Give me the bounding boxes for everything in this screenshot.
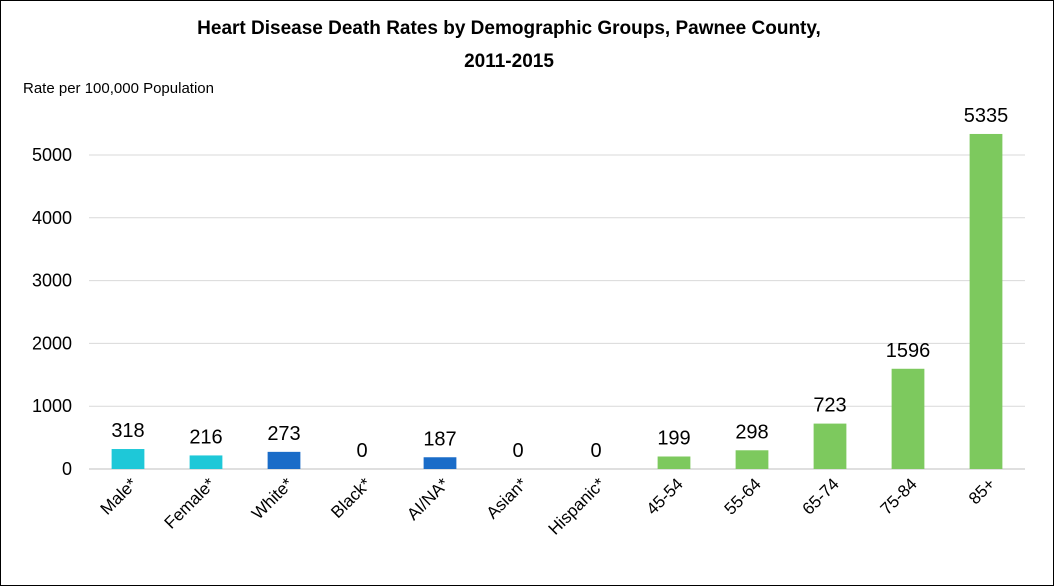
y-tick-label: 1000: [32, 396, 72, 416]
y-tick-labels: 0 1000 2000 3000 4000 5000: [32, 145, 72, 479]
y-tick-label: 2000: [32, 333, 72, 353]
bar: [111, 449, 145, 469]
category-label: AI/NA*: [403, 474, 453, 524]
y-tick-label: 4000: [32, 208, 72, 228]
category-label: 75-84: [877, 474, 921, 518]
bars: [111, 133, 1003, 469]
category-label: Black*: [327, 474, 375, 522]
bar: [189, 455, 223, 469]
data-label: 298: [735, 421, 768, 443]
y-tick-label: 3000: [32, 271, 72, 291]
category-label: Female*: [161, 474, 219, 532]
bar: [657, 456, 691, 469]
bar: [969, 133, 1003, 469]
category-label: Male*: [97, 474, 141, 518]
bar: [267, 451, 301, 469]
chart-title-line-2: 2011-2015: [464, 51, 554, 72]
data-labels: 318 216 273 0 187 0 0 199 298 723 1596 5335: [111, 105, 1008, 462]
data-label: 5335: [964, 105, 1009, 127]
bar: [891, 368, 925, 469]
y-axis-label: Rate per 100,000 Population: [23, 80, 214, 97]
category-label: 45-54: [643, 474, 687, 518]
bar: [813, 423, 847, 469]
category-label: 85+: [965, 474, 999, 508]
data-label: 723: [813, 395, 846, 417]
bar: [423, 457, 457, 469]
data-label: 1596: [886, 340, 931, 362]
category-label: 65-74: [799, 474, 843, 518]
data-label: 0: [356, 440, 367, 462]
data-label: 187: [423, 428, 456, 450]
category-label: White*: [248, 474, 297, 523]
category-label: Hispanic*: [545, 474, 609, 538]
data-label: 318: [111, 420, 144, 442]
category-label: 55-64: [721, 474, 765, 518]
y-tick-label: 0: [62, 459, 72, 479]
data-label: 0: [512, 440, 523, 462]
data-label: 0: [590, 440, 601, 462]
data-label: 199: [657, 428, 690, 450]
y-tick-label: 5000: [32, 145, 72, 165]
data-label: 216: [189, 426, 222, 448]
gridlines: [89, 154, 1025, 470]
category-label: Asian*: [483, 474, 531, 522]
category-labels: Male* Female* White* Black* AI/NA* Asian* Hisp…: [97, 474, 999, 538]
chart-title-line-1: Heart Disease Death Rates by Demographic…: [197, 18, 821, 39]
data-label: 273: [267, 423, 300, 445]
bar: [735, 450, 769, 469]
